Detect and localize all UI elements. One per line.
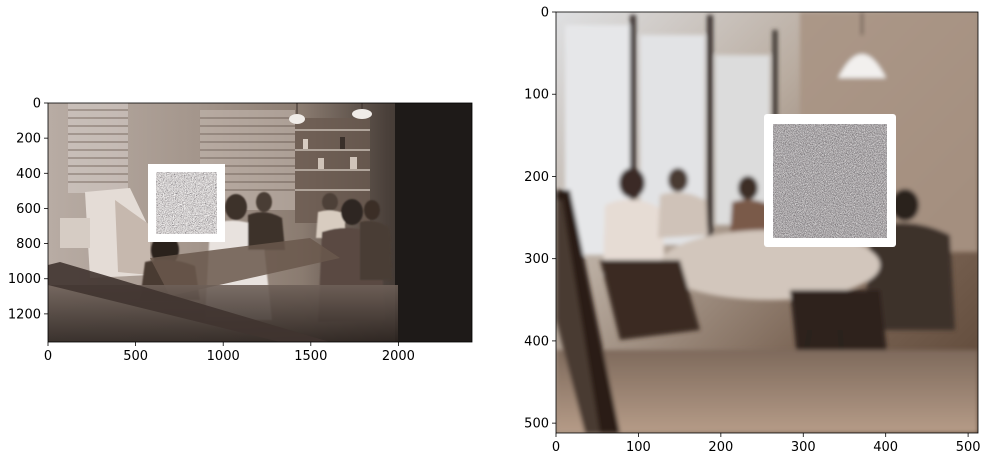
right-xtick-label: 300 — [791, 440, 816, 455]
left-patch — [148, 164, 225, 242]
right-ytick-label: 500 — [524, 417, 549, 432]
right-patch — [764, 114, 896, 247]
left-xtick-label: 1000 — [207, 349, 240, 364]
right-xtick-label: 500 — [956, 440, 981, 455]
right-ytick-label: 100 — [524, 88, 549, 103]
right-lamp — [838, 54, 886, 78]
right-xtick-label: 100 — [626, 440, 651, 455]
left-table — [150, 238, 340, 296]
left-ytick-label: 0 — [33, 97, 41, 112]
left-ytick-label: 800 — [16, 237, 41, 252]
left-xtick-label: 500 — [123, 349, 148, 364]
left-xtick-label: 0 — [44, 349, 52, 364]
left-xtick-label: 1500 — [294, 349, 327, 364]
left-ytick-label: 600 — [16, 202, 41, 217]
left-dark-region — [395, 103, 472, 342]
right-ytick-label: 300 — [524, 252, 549, 267]
left-axes: 0 500 1000 1500 2000 0 200 400 600 800 1000 1200 — [8, 97, 473, 365]
right-ytick-label: 400 — [524, 334, 549, 349]
right-table — [660, 230, 880, 300]
left-ytick-label: 200 — [16, 132, 41, 147]
right-xtick-label: 0 — [552, 440, 560, 455]
right-xtick-label: 400 — [873, 440, 898, 455]
left-ytick-label: 1000 — [8, 272, 41, 287]
left-xtick-label: 2000 — [382, 349, 415, 364]
left-ytick-label: 400 — [16, 167, 41, 182]
left-ytick-label: 1200 — [8, 307, 41, 322]
right-image — [556, 12, 978, 433]
left-box — [60, 188, 150, 278]
right-ytick-label: 200 — [524, 170, 549, 185]
left-ticks: 0 500 1000 1500 2000 0 200 400 600 800 1000 1200 — [8, 97, 415, 365]
left-window-blinds — [68, 103, 295, 210]
left-lamps — [289, 103, 372, 124]
right-ytick-label: 0 — [541, 6, 549, 21]
left-image — [48, 103, 472, 342]
right-xtick-label: 200 — [708, 440, 733, 455]
